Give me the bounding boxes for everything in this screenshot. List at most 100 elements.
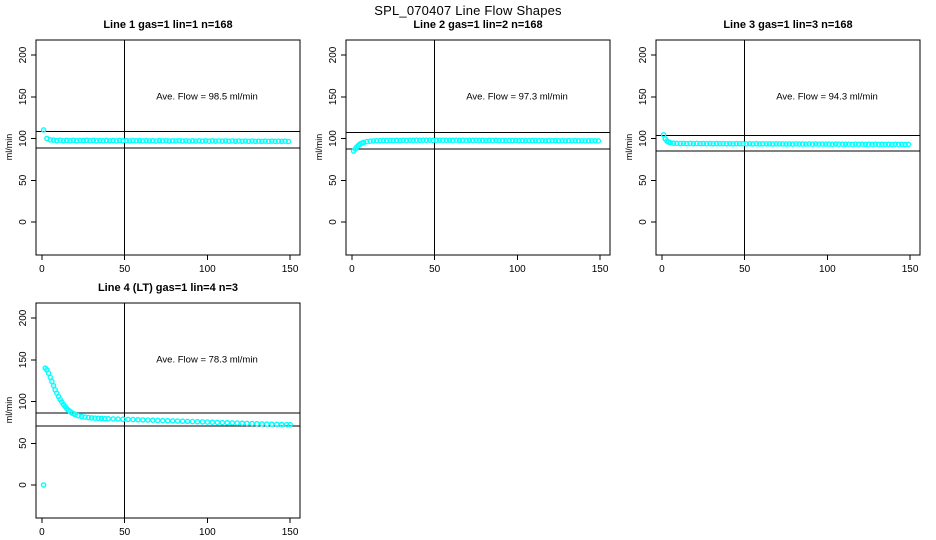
data-point bbox=[179, 418, 186, 425]
data-point bbox=[113, 138, 120, 144]
data-point bbox=[879, 141, 885, 148]
data-point bbox=[85, 414, 92, 421]
data-point bbox=[367, 138, 373, 144]
data-point bbox=[373, 137, 380, 144]
data-point bbox=[156, 137, 163, 144]
data-point bbox=[98, 415, 105, 422]
data-point bbox=[407, 137, 413, 144]
x-tick-label: 0 bbox=[39, 264, 45, 275]
y-tick-label: 50 bbox=[328, 174, 339, 186]
data-point bbox=[204, 419, 211, 425]
data-point bbox=[509, 137, 516, 144]
data-point bbox=[733, 140, 740, 147]
data-point bbox=[469, 137, 476, 144]
data-point bbox=[473, 137, 479, 144]
y-tick-label: 150 bbox=[328, 88, 339, 105]
data-point bbox=[283, 421, 290, 428]
data-point bbox=[489, 137, 496, 144]
data-point bbox=[216, 138, 222, 144]
plot-area: 0 50 100 150 0 50 100 150 200 bbox=[328, 39, 611, 275]
data-point bbox=[120, 137, 126, 144]
avg-flow-annotation: Ave. Flow = 98.5 ml/min bbox=[156, 91, 258, 103]
data-point bbox=[199, 138, 206, 144]
x-tick-label: 50 bbox=[119, 527, 131, 538]
data-point bbox=[196, 138, 202, 144]
data-point bbox=[670, 140, 677, 146]
data-point bbox=[287, 421, 293, 428]
x-tick-label: 150 bbox=[902, 264, 919, 275]
data-point bbox=[229, 138, 235, 144]
data-point bbox=[707, 140, 713, 147]
data-point bbox=[145, 417, 151, 423]
data-point bbox=[819, 141, 826, 147]
data-point bbox=[189, 418, 196, 425]
data-point bbox=[526, 137, 532, 144]
data-point bbox=[693, 140, 700, 147]
data-point bbox=[565, 137, 572, 144]
data-point bbox=[387, 137, 393, 144]
data-point bbox=[54, 137, 60, 144]
data-point bbox=[226, 138, 232, 145]
data-point bbox=[410, 137, 416, 144]
data-point bbox=[163, 137, 169, 144]
data-point bbox=[549, 137, 555, 144]
data-point bbox=[194, 418, 201, 425]
y-tick-label: 200 bbox=[18, 46, 29, 63]
data-point bbox=[130, 416, 136, 423]
y-tick-label: 0 bbox=[638, 219, 649, 225]
plot-area: 0 50 100 150 0 50 100 150 200 bbox=[638, 39, 921, 275]
y-tick-label: 0 bbox=[18, 482, 29, 488]
data-point bbox=[875, 141, 882, 148]
data-point bbox=[370, 138, 377, 144]
panel-line-2: Line 2 gas=1 lin=2 n=168 ml/min Ave. Flo… bbox=[310, 5, 620, 277]
data-point bbox=[796, 141, 803, 147]
data-point bbox=[700, 140, 707, 147]
data-point bbox=[502, 137, 509, 144]
data-point bbox=[149, 137, 156, 144]
data-point bbox=[206, 138, 212, 144]
data-point bbox=[60, 137, 67, 144]
panel-line-1: Line 1 gas=1 lin=1 n=168 ml/min Ave. Flo… bbox=[0, 5, 310, 277]
panel-title: Line 1 gas=1 lin=1 n=168 bbox=[103, 19, 233, 31]
data-point bbox=[179, 138, 186, 144]
data-point bbox=[572, 137, 579, 144]
data-point bbox=[169, 418, 176, 424]
data-point bbox=[552, 137, 559, 144]
data-point bbox=[453, 137, 459, 143]
data-point bbox=[569, 137, 575, 144]
data-point bbox=[97, 137, 103, 144]
data-point bbox=[463, 137, 469, 144]
data-point bbox=[595, 138, 602, 144]
data-point bbox=[589, 138, 595, 144]
data-point bbox=[542, 137, 549, 144]
data-point bbox=[80, 137, 87, 144]
data-point bbox=[776, 141, 783, 147]
data-point bbox=[839, 141, 846, 147]
data-point bbox=[740, 140, 746, 147]
data-point bbox=[249, 138, 255, 144]
data-point bbox=[40, 482, 47, 488]
data-point bbox=[826, 141, 832, 147]
data-point bbox=[173, 138, 179, 144]
data-point bbox=[252, 138, 259, 145]
data-point bbox=[842, 141, 849, 148]
data-point bbox=[275, 138, 282, 144]
data-point bbox=[519, 137, 526, 144]
x-tick-label: 0 bbox=[39, 527, 45, 538]
data-point bbox=[803, 141, 809, 147]
x-tick-label: 0 bbox=[659, 264, 665, 275]
data-point bbox=[677, 140, 683, 147]
y-tick-label: 150 bbox=[18, 88, 29, 105]
data-point bbox=[667, 139, 674, 146]
data-point bbox=[579, 137, 585, 144]
data-point bbox=[545, 137, 552, 144]
x-tick-label: 150 bbox=[282, 264, 299, 275]
y-tick-label: 50 bbox=[18, 437, 29, 449]
data-point bbox=[244, 420, 250, 427]
data-point bbox=[703, 140, 710, 147]
data-point bbox=[799, 141, 806, 147]
data-point bbox=[57, 137, 63, 143]
y-tick-label: 150 bbox=[638, 88, 649, 105]
data-point bbox=[769, 141, 776, 147]
data-point bbox=[499, 137, 506, 144]
